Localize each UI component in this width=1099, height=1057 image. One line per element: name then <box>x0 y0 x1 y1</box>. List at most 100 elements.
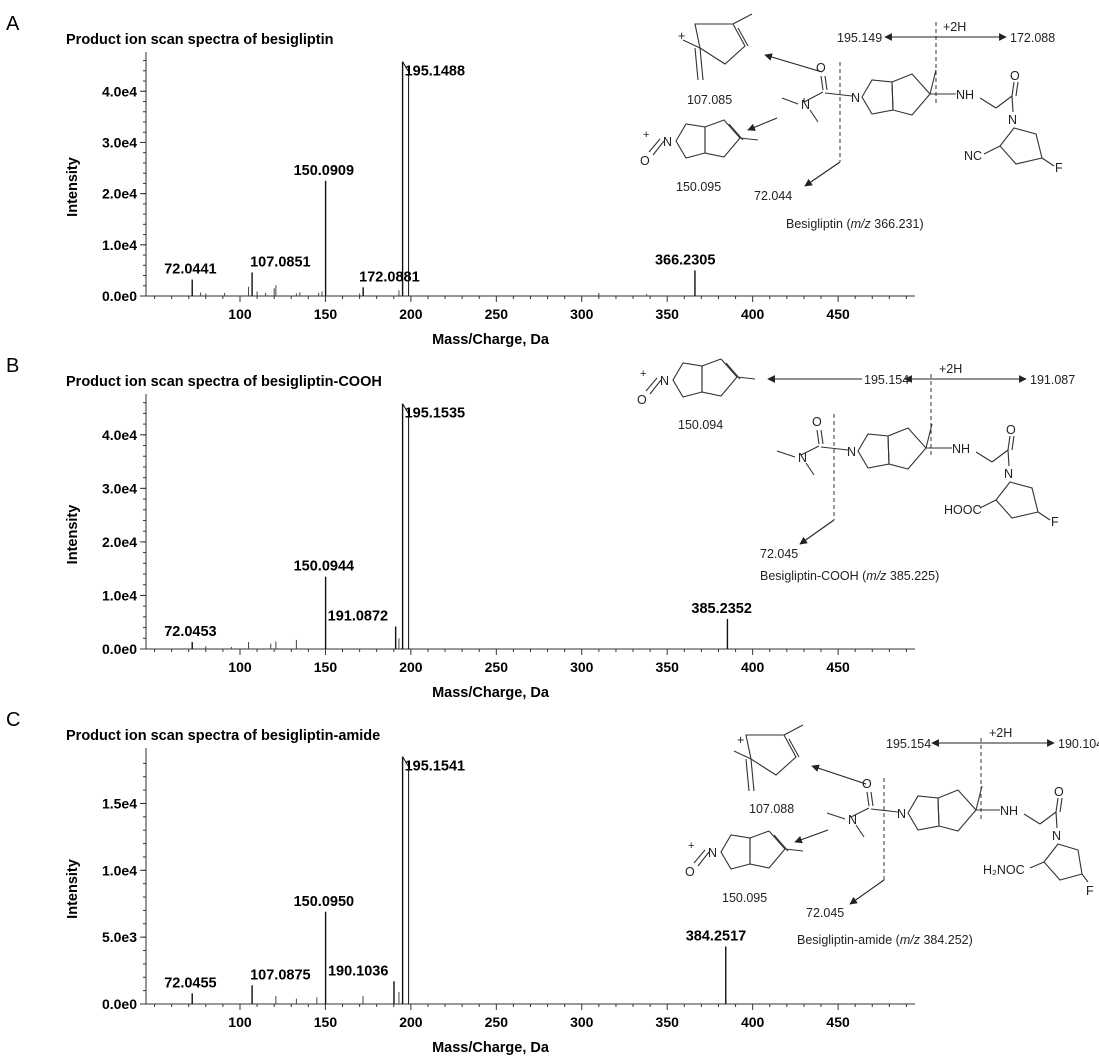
peak-label: 195.1535 <box>405 406 465 422</box>
o-label: O <box>640 154 650 168</box>
o-label: O <box>816 61 826 75</box>
y-tick-label: 1.0e4 <box>102 862 137 878</box>
peak-label: 107.0851 <box>250 254 310 270</box>
x-tick-label: 200 <box>399 659 423 675</box>
peak-label: 72.0453 <box>164 624 216 640</box>
y-tick-label: 1.0e4 <box>102 587 137 603</box>
peak-label: 150.0944 <box>294 559 354 575</box>
n-label: N <box>798 451 807 465</box>
o-label: O <box>1006 423 1016 437</box>
peak-label: 72.0441 <box>164 262 216 278</box>
peak-label: 72.0455 <box>164 975 216 991</box>
base-peak-flag <box>402 756 410 767</box>
y-tick-label: 5.0e3 <box>102 929 137 945</box>
n-label: N <box>851 91 860 105</box>
y-tick-label: 2.0e4 <box>102 186 137 202</box>
nh-label: NH <box>956 88 974 102</box>
x-tick-label: 200 <box>399 1014 423 1030</box>
x-tick-label: 100 <box>228 306 252 322</box>
x-tick-label: 300 <box>570 306 594 322</box>
f-label: F <box>1055 161 1063 175</box>
n-label: N <box>801 98 810 112</box>
peak-label: 195.1541 <box>405 759 465 775</box>
x-tick-label: 150 <box>314 659 338 675</box>
n-label: N <box>660 374 669 388</box>
f-label: F <box>1086 884 1094 898</box>
o-label: O <box>685 865 695 879</box>
n-label: N <box>847 445 856 459</box>
fragment-label: 150.094 <box>678 418 723 432</box>
structure-a: + 107.085 N O + 150.095 O N <box>640 13 1063 231</box>
y-tick-label: 1.5e4 <box>102 795 137 811</box>
peak-label: 150.0950 <box>294 894 354 910</box>
x-tick-label: 450 <box>826 659 850 675</box>
fragment-150-structure-b: N O + <box>637 358 756 407</box>
x-tick-label: 450 <box>826 306 850 322</box>
x-tick-label: 350 <box>656 1014 680 1030</box>
o-label: O <box>862 777 872 791</box>
x-tick-label: 400 <box>741 659 765 675</box>
y-axis-label: Intensity <box>65 157 81 217</box>
o-label: O <box>637 393 647 407</box>
h-shift-label: +2H <box>939 362 962 376</box>
panel-letter-c: C <box>6 709 20 731</box>
panel-letter-a: A <box>6 13 20 35</box>
peak-label: 150.0909 <box>294 163 354 179</box>
y-axis-label: Intensity <box>65 859 81 919</box>
y-tick-label: 3.0e4 <box>102 480 137 496</box>
fragment-label: 195.154 <box>864 373 909 387</box>
y-axis-label: Intensity <box>65 505 81 565</box>
x-tick-label: 250 <box>485 659 509 675</box>
y-tick-label: 4.0e4 <box>102 427 137 443</box>
fragment-label: 195.154 <box>886 737 931 751</box>
molecule-caption: Besigliptin-amide (m/z 384.252) <box>797 933 973 947</box>
plus-label: + <box>737 733 744 747</box>
fragment-label: 191.087 <box>1030 373 1075 387</box>
base-peak-flag <box>402 61 410 72</box>
x-tick-label: 400 <box>741 1014 765 1030</box>
fragment-label: 150.095 <box>676 180 721 194</box>
y-tick-label: 0.0e0 <box>102 996 137 1012</box>
x-tick-label: 100 <box>228 1014 252 1030</box>
n-label: N <box>1052 829 1061 843</box>
fragment-label: 72.045 <box>760 547 798 561</box>
plus-label: + <box>640 368 646 380</box>
molecule-structure-c: O N N NH O N H₂NOC F <box>826 738 1094 905</box>
peak-label: 384.2517 <box>686 929 746 945</box>
fragment-label: 195.149 <box>837 31 882 45</box>
base-peak-flag <box>402 403 410 415</box>
n-label: N <box>1008 113 1017 127</box>
n-label: N <box>897 807 906 821</box>
peak-label: 172.0881 <box>359 269 419 285</box>
plus-label: + <box>688 840 694 852</box>
x-tick-label: 250 <box>485 306 509 322</box>
nh-label: NH <box>1000 804 1018 818</box>
peak-label: 366.2305 <box>655 252 715 268</box>
x-tick-label: 100 <box>228 659 252 675</box>
panel-letter-b: B <box>6 355 19 377</box>
o-label: O <box>1054 785 1064 799</box>
h-shift-label: +2H <box>989 726 1012 740</box>
x-tick-label: 450 <box>826 1014 850 1030</box>
plus-label: + <box>678 29 685 43</box>
fragment-150-structure-c: N O + <box>685 830 804 879</box>
h-shift-label: +2H <box>943 20 966 34</box>
fragment-label: 107.088 <box>749 802 794 816</box>
x-tick-label: 150 <box>314 1014 338 1030</box>
n-label: N <box>848 813 857 827</box>
n-label: N <box>1004 467 1013 481</box>
x-axis-label: Mass/Charge, Da <box>432 1040 550 1056</box>
x-tick-label: 400 <box>741 306 765 322</box>
x-tick-label: 250 <box>485 1014 509 1030</box>
fragment-107-structure-a: + <box>678 13 753 81</box>
spectrum-chart-a: Product ion scan spectra of besigliptin 1… <box>65 32 915 348</box>
amide-label: H₂NOC <box>983 863 1025 877</box>
nitrile-label: NC <box>964 149 982 163</box>
x-tick-label: 350 <box>656 306 680 322</box>
y-tick-label: 2.0e4 <box>102 534 137 550</box>
molecule-caption: Besigliptin (m/z 366.231) <box>786 217 924 231</box>
x-tick-label: 200 <box>399 306 423 322</box>
peak-label: 190.1036 <box>328 963 388 979</box>
y-tick-label: 4.0e4 <box>102 83 137 99</box>
structure-b: N O + 150.094 O N N NH O N <box>637 358 1075 583</box>
